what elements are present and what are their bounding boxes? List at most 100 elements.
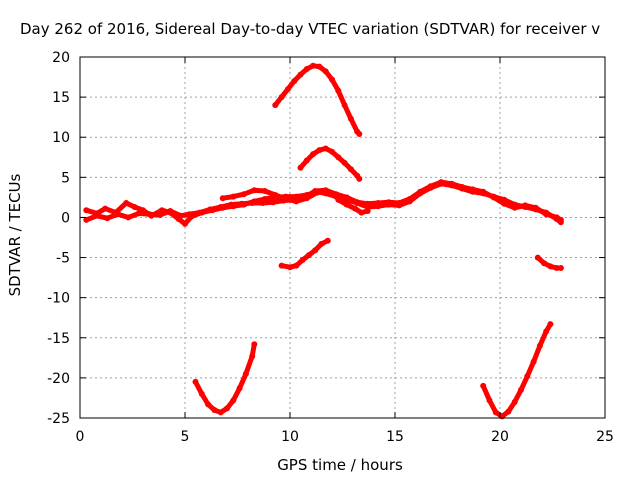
data-point — [335, 154, 342, 161]
data-point — [522, 202, 529, 209]
data-point — [299, 257, 306, 263]
data-point — [198, 390, 205, 397]
data-point — [282, 196, 289, 202]
data-point — [547, 263, 554, 270]
data-point — [557, 265, 564, 271]
data-point — [297, 164, 304, 171]
data-point — [230, 397, 237, 404]
y-tick-label: -20 — [47, 371, 70, 387]
data-point — [532, 204, 539, 211]
data-point — [322, 68, 329, 75]
data-point — [524, 373, 531, 380]
data-point — [272, 192, 279, 198]
data-point — [196, 209, 203, 216]
data-point — [303, 66, 310, 72]
data-point — [186, 211, 193, 218]
data-point — [396, 200, 403, 206]
data-point — [310, 151, 317, 158]
data-point — [427, 183, 434, 190]
data-point — [303, 157, 310, 164]
data-point — [347, 166, 354, 173]
data-point — [249, 200, 256, 206]
data-point — [146, 211, 153, 218]
data-point — [333, 191, 340, 198]
data-point — [182, 220, 188, 227]
data-point — [177, 212, 184, 219]
y-tick-label: 15 — [52, 90, 70, 106]
y-tick-label: 0 — [61, 210, 70, 226]
data-point — [259, 200, 266, 206]
y-tick-label: 10 — [52, 130, 70, 146]
data-point — [230, 193, 237, 200]
data-point — [543, 211, 550, 218]
data-point — [316, 147, 323, 154]
data-point — [261, 188, 268, 194]
data-point — [293, 262, 300, 269]
data-point — [205, 401, 212, 408]
y-tick-label: 20 — [52, 50, 70, 66]
data-point — [364, 200, 371, 207]
data-point — [518, 386, 524, 393]
data-point — [480, 188, 487, 195]
data-point — [217, 204, 224, 210]
data-point — [406, 196, 413, 202]
data-point — [236, 385, 243, 392]
data-point — [536, 342, 543, 349]
data-point — [341, 159, 348, 166]
data-point — [287, 264, 293, 271]
data-point — [534, 254, 541, 261]
data-point — [123, 200, 130, 206]
data-point — [480, 382, 487, 389]
y-tick-label: -15 — [47, 331, 70, 347]
data-point — [207, 206, 214, 213]
data-point — [490, 194, 497, 201]
y-tick-labels: -25 -20 -15 -10 -5 0 5 10 15 20 — [47, 50, 70, 427]
x-tick-labels: 0 5 10 15 20 25 — [76, 429, 614, 445]
data-point — [93, 212, 100, 219]
data-point — [316, 63, 323, 70]
data-point — [354, 199, 361, 206]
data-point — [501, 200, 508, 207]
data-point — [224, 405, 230, 412]
gridlines — [80, 57, 605, 418]
data-point — [278, 262, 285, 269]
data-point — [547, 321, 554, 328]
data-point — [238, 200, 245, 207]
y-axis-label: SDTVAR / TECUs — [6, 173, 24, 296]
data-point — [352, 205, 359, 212]
data-point — [543, 328, 550, 335]
x-tick-label: 25 — [596, 429, 614, 445]
data-point — [156, 212, 163, 218]
data-point — [219, 195, 226, 202]
data-point — [341, 102, 348, 109]
data-point — [358, 209, 365, 216]
data-point — [312, 247, 319, 254]
data-point — [492, 409, 499, 416]
x-axis-label: GPS time / hours — [277, 456, 403, 474]
y-tick-label: -10 — [47, 291, 70, 307]
data-point — [364, 208, 371, 214]
data-point — [249, 353, 256, 360]
data-point — [347, 115, 354, 122]
data-point — [131, 204, 138, 210]
data-point — [192, 378, 199, 385]
data-point — [343, 201, 350, 208]
y-tick-label: 5 — [61, 170, 70, 186]
data-point — [324, 237, 331, 244]
data-point — [385, 199, 392, 206]
data-point — [486, 397, 493, 404]
data-point — [553, 265, 560, 271]
data-point — [318, 240, 325, 247]
data-point — [438, 179, 445, 186]
data-point — [511, 399, 518, 405]
data-point — [448, 180, 455, 187]
data-point — [297, 71, 304, 78]
data-point — [102, 205, 109, 212]
data-point — [322, 145, 329, 152]
plot-frame — [79, 56, 606, 419]
data-point — [211, 407, 218, 413]
data-point — [125, 214, 132, 221]
data-point — [104, 215, 111, 222]
